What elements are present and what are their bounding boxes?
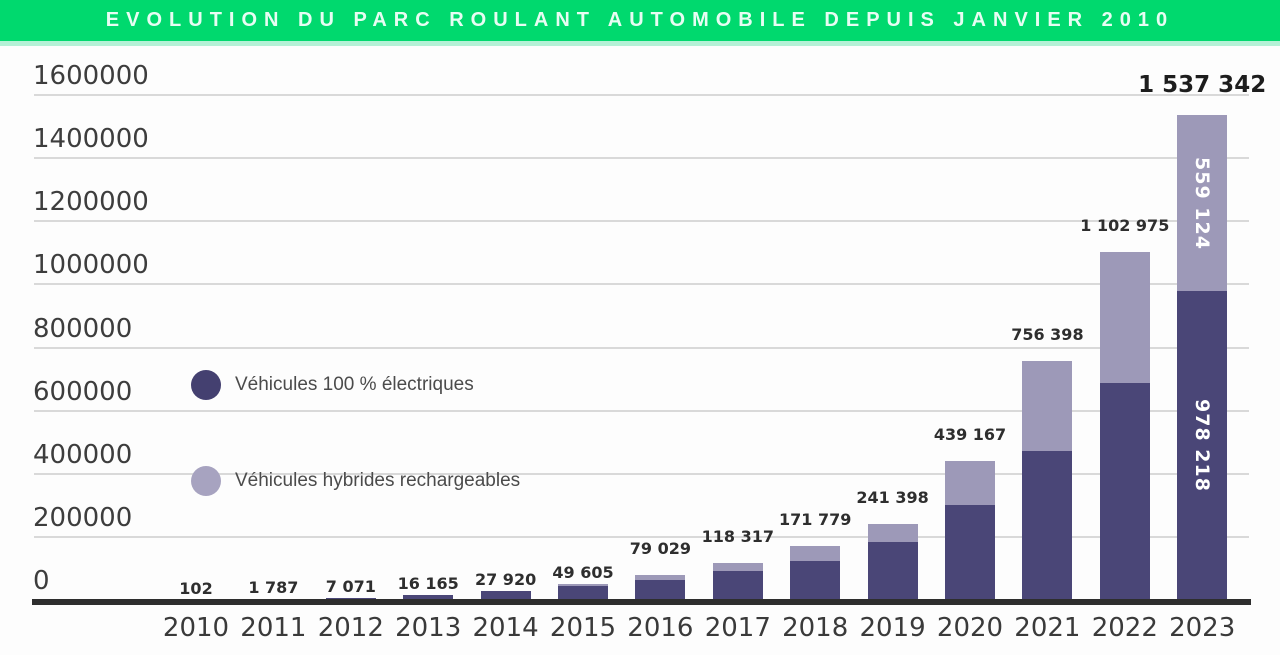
x-axis-label-2022: 2022 [1091, 613, 1158, 643]
bar-2018-electric-segment [790, 560, 841, 600]
bar-total-label-2016: 79 029 [629, 539, 691, 559]
bar-2013 [403, 594, 454, 600]
y-tick-label-800000: 800000 [33, 313, 133, 344]
bar-2017-electric-segment [712, 570, 763, 600]
bar-2020-electric-segment [945, 505, 995, 600]
y-tick-label-200000: 200000 [33, 502, 133, 533]
bar-2012-electric-segment [325, 597, 376, 600]
y-tick-label-0: 0 [33, 566, 50, 596]
x-axis-label-2017: 2017 [704, 613, 771, 643]
x-axis-label-2019: 2019 [859, 613, 926, 643]
bar-total-label-2023: 1 537 342 [1138, 71, 1267, 98]
y-tick-label-1200000: 1200000 [33, 187, 149, 218]
x-axis-label-2010: 2010 [162, 613, 230, 643]
bar-2019-electric-segment [867, 541, 918, 600]
x-axis-label-2023: 2023 [1169, 613, 1236, 643]
y-tick-label-1000000: 1000000 [33, 250, 149, 281]
x-axis-label-2013: 2013 [395, 613, 462, 643]
y-tick-label-1600000: 1600000 [33, 61, 149, 91]
bar-total-label-2011: 1 787 [248, 578, 299, 598]
bar-2021-hybrid-segment [1022, 361, 1073, 451]
bar-total-label-2010: 102 [179, 578, 213, 598]
x-axis-label-2014: 2014 [472, 613, 539, 643]
bar-2018 [790, 545, 841, 600]
gridline-1600000 [34, 94, 1249, 96]
bar-total-label-2020: 439 167 [933, 425, 1007, 445]
bar-2022 [1099, 251, 1150, 600]
bar-2015-hybrid-segment [558, 584, 608, 587]
y-tick-label-400000: 400000 [33, 439, 133, 470]
bar-2014 [480, 591, 531, 600]
gridline-1400000 [34, 157, 1249, 160]
legend-swatch-electric-icon [191, 370, 221, 400]
bar-2023-hybrid-value-label: 559 124 [1191, 156, 1214, 250]
bar-2022-electric-segment [1099, 382, 1150, 600]
x-axis-label-2021: 2021 [1014, 613, 1081, 643]
bar-total-label-2012: 7 071 [325, 576, 376, 596]
bar-total-label-2017: 118 317 [701, 526, 774, 546]
bar-2023-electric-segment: 978 218 [1177, 291, 1228, 600]
bar-total-label-2019: 241 398 [856, 487, 929, 507]
legend-label-electric: Véhicules 100 % électriques [235, 374, 474, 395]
bar-2019-hybrid-segment [867, 523, 918, 542]
gridline-1200000 [34, 220, 1249, 223]
bar-2022-hybrid-segment [1099, 251, 1150, 383]
bar-2021-electric-segment [1022, 451, 1073, 600]
x-axis-label-2018: 2018 [782, 613, 849, 643]
bar-2020-hybrid-segment [945, 461, 995, 506]
bar-2018-hybrid-segment [790, 545, 841, 561]
legend-item-electric: Véhicules 100 % électriques [191, 370, 474, 400]
x-axis-label-2011: 2011 [240, 613, 307, 643]
legend-label-hybrid: Véhicules hybrides rechargeables [235, 470, 521, 491]
bar-2016 [635, 575, 686, 600]
bar-2023-electric-value-label: 978 218 [1191, 399, 1214, 493]
bar-total-label-2015: 49 605 [552, 563, 614, 583]
y-tick-label-1400000: 1400000 [33, 124, 149, 155]
x-axis-label-2020: 2020 [936, 613, 1004, 643]
gridline-1000000 [34, 283, 1249, 286]
bar-total-label-2014: 27 920 [474, 570, 537, 590]
bar-2020 [945, 461, 995, 600]
gridline-200000 [34, 535, 1249, 538]
bar-2016-hybrid-segment [635, 575, 686, 581]
bar-2016-electric-segment [635, 580, 686, 600]
bar-2023: 559 124 978 218 [1177, 114, 1228, 600]
bar-2012 [325, 597, 376, 600]
x-axis-label-2015: 2015 [549, 613, 617, 643]
bar-2014-electric-segment [480, 591, 531, 600]
bar-2015 [558, 584, 608, 600]
gridline-800000 [34, 346, 1249, 349]
legend-swatch-hybrid-icon [191, 466, 221, 496]
bar-2017 [712, 562, 763, 600]
bar-2013-electric-segment [403, 594, 454, 600]
bar-2021 [1022, 361, 1073, 600]
bar-2019 [867, 523, 918, 600]
bar-total-label-2021: 756 398 [1011, 325, 1084, 345]
gridline-400000 [34, 472, 1249, 475]
x-axis-label-2016: 2016 [627, 613, 694, 643]
gridline-600000 [34, 409, 1249, 412]
bar-2017-hybrid-segment [712, 562, 763, 571]
legend-item-hybrid: Véhicules hybrides rechargeables [191, 466, 520, 496]
x-axis-label-2012: 2012 [317, 613, 384, 643]
bar-2023-hybrid-segment: 559 124 [1177, 114, 1228, 292]
bar-total-label-2018: 171 779 [779, 509, 852, 529]
header-banner: EVOLUTION DU PARC ROULANT AUTOMOBILE DEP… [0, 0, 1280, 46]
bar-2015-electric-segment [558, 586, 608, 600]
x-axis-line [32, 599, 1251, 605]
y-tick-label-600000: 600000 [33, 376, 133, 407]
chart-title: EVOLUTION DU PARC ROULANT AUTOMOBILE DEP… [105, 9, 1175, 31]
bar-total-label-2022: 1 102 975 [1080, 215, 1170, 235]
bar-total-label-2013: 16 165 [397, 573, 459, 593]
